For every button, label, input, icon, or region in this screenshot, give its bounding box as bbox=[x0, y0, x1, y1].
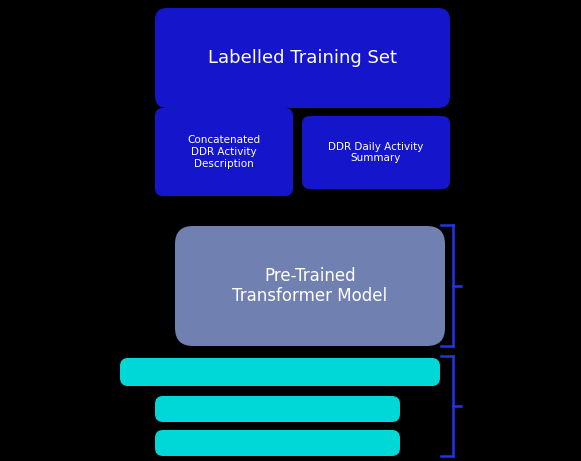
FancyBboxPatch shape bbox=[175, 226, 445, 346]
FancyBboxPatch shape bbox=[302, 116, 450, 189]
Text: DDR Daily Activity
Summary: DDR Daily Activity Summary bbox=[328, 142, 424, 163]
FancyBboxPatch shape bbox=[120, 358, 440, 386]
FancyBboxPatch shape bbox=[155, 8, 450, 108]
FancyBboxPatch shape bbox=[155, 396, 400, 422]
Text: Labelled Training Set: Labelled Training Set bbox=[208, 49, 397, 67]
FancyBboxPatch shape bbox=[155, 430, 400, 456]
FancyBboxPatch shape bbox=[155, 108, 293, 196]
Text: Pre-Trained
Transformer Model: Pre-Trained Transformer Model bbox=[232, 266, 388, 305]
Text: Concatenated
DDR Activity
Description: Concatenated DDR Activity Description bbox=[188, 136, 260, 169]
